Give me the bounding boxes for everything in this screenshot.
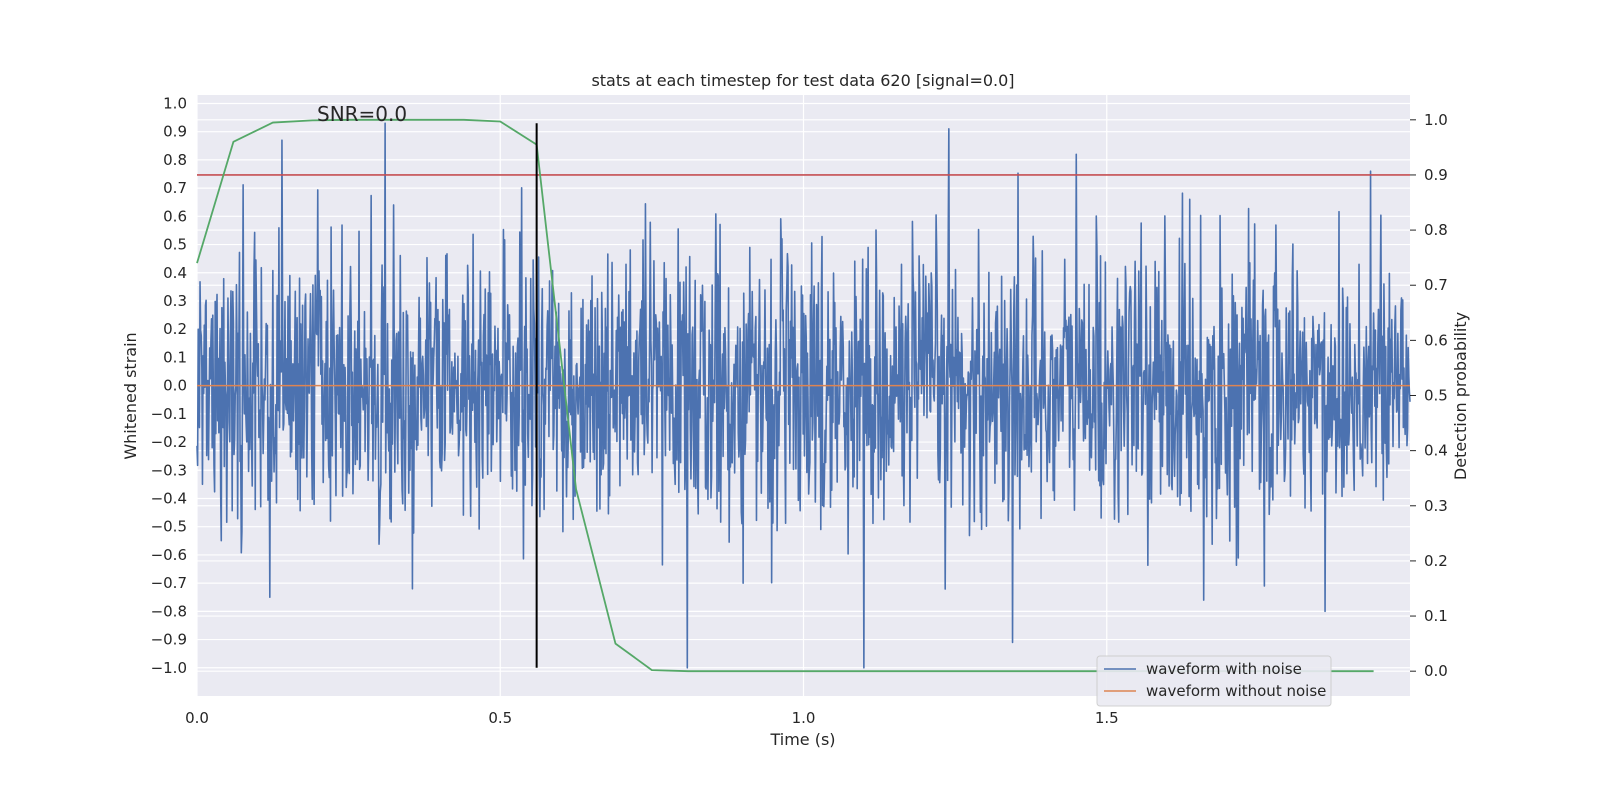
- y-tick-label: 0.9: [163, 123, 187, 141]
- y-tick-label: 1.0: [163, 94, 187, 112]
- y2-tick-label: 0.9: [1424, 166, 1448, 184]
- legend-label-noise: waveform with noise: [1146, 660, 1302, 678]
- y-tick-label: −0.1: [151, 405, 187, 423]
- y-tick-label: −1.0: [151, 659, 187, 677]
- y-tick-label: −0.7: [151, 574, 187, 592]
- y-tick-label: 0.7: [163, 179, 187, 197]
- y2-tick-label: 0.6: [1424, 331, 1448, 349]
- y-tick-label: 0.4: [163, 264, 187, 282]
- legend-box: [1096, 655, 1332, 707]
- ticks-layer: 1.0 0.9 0.8 0.7 0.6 0.5 0.4 0.3 0.2 0.1 0.0 −0.1 −0.…: [151, 94, 1448, 727]
- y-tick-label: 0.1: [163, 348, 187, 366]
- y-tick-label: 0.5: [163, 236, 187, 254]
- legend: waveform with noise waveform without noi…: [1096, 655, 1332, 707]
- y2-tick-label: 0.0: [1424, 662, 1448, 680]
- y-tick-label: 0.2: [163, 320, 187, 338]
- y2-tick-label: 1.0: [1424, 111, 1448, 129]
- y-tick-label: 0.8: [163, 151, 187, 169]
- y2-tick-label: 0.4: [1424, 442, 1448, 460]
- chart-title: stats at each timestep for test data 620…: [591, 71, 1014, 90]
- y2-tick-label: 0.1: [1424, 607, 1448, 625]
- x-axis-label: Time (s): [769, 730, 835, 749]
- x-tick-label: 1.5: [1095, 709, 1119, 727]
- y2-tick-label: 0.2: [1424, 552, 1448, 570]
- y-axis-label: Whitened strain: [121, 332, 140, 459]
- snr-annotation: SNR=0.0: [317, 102, 407, 126]
- y-tick-label: −0.3: [151, 461, 187, 479]
- y2-tick-label: 0.3: [1424, 497, 1448, 515]
- y-tick-label: −0.6: [151, 546, 187, 564]
- x-tick-label: 1.0: [792, 709, 816, 727]
- series-detection-probability: [196, 118, 1374, 673]
- series-layer: [196, 118, 1411, 673]
- y-tick-label: −0.8: [151, 602, 187, 620]
- y-tick-label: −0.5: [151, 518, 187, 536]
- legend-label-clean: waveform without noise: [1146, 682, 1326, 700]
- y2-tick-label: 0.7: [1424, 276, 1448, 294]
- x-tick-label: 0.5: [488, 709, 512, 727]
- y-tick-label: −0.4: [151, 489, 187, 507]
- y2-axis-label: Detection probability: [1451, 312, 1470, 480]
- y-tick-label: −0.9: [151, 631, 187, 649]
- series-waveform-with-noise: [196, 122, 1411, 669]
- y-tick-label: 0.3: [163, 292, 187, 310]
- y-tick-label: 0.6: [163, 207, 187, 225]
- y2-tick-label: 0.5: [1424, 387, 1448, 405]
- y2-tick-label: 0.8: [1424, 221, 1448, 239]
- y-tick-label: 0.0: [163, 377, 187, 395]
- x-tick-label: 0.0: [185, 709, 209, 727]
- y-tick-label: −0.2: [151, 433, 187, 451]
